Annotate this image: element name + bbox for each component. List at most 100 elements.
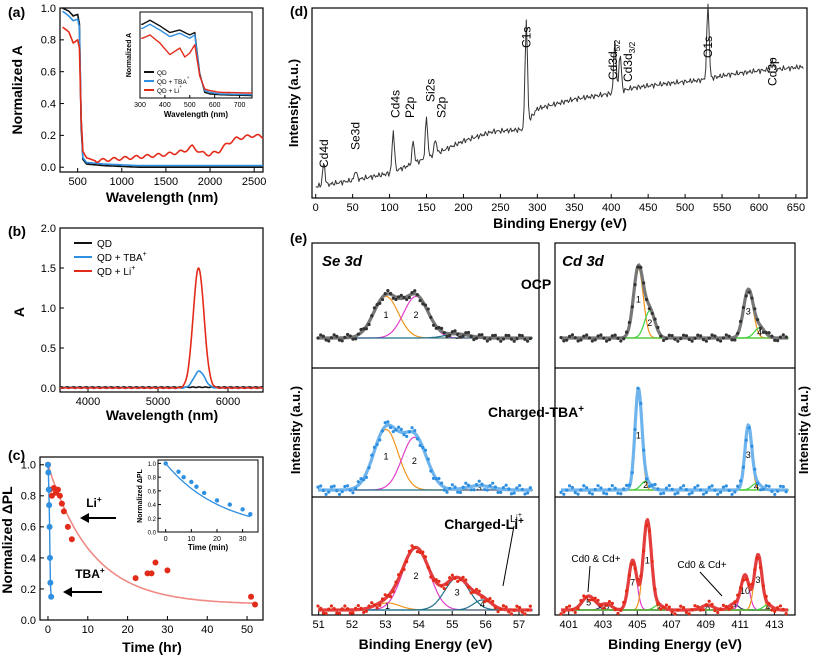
panel-e-data-point (523, 337, 527, 341)
panel-e-data-point (480, 595, 484, 599)
panel-e-data-point (477, 479, 481, 483)
panel-e-data-point (587, 598, 592, 602)
panel-e-li-arrow (502, 525, 515, 587)
panel-e-data-point (450, 330, 454, 334)
panel-e-data-point (410, 426, 414, 430)
panel-d-peak-label: P2p (403, 96, 417, 118)
panel-e-data-point (656, 487, 660, 491)
panel-c-ytick-label: 0.4 (21, 553, 36, 565)
panel-e-data-point (647, 307, 651, 311)
panel-e-data-point (429, 315, 433, 319)
panel-e-data-point (485, 488, 489, 492)
panel-e-data-point (730, 606, 734, 610)
panel-e-data-point (359, 327, 363, 332)
panel-e-data-point (456, 332, 460, 336)
panel-e-data-point (329, 604, 334, 608)
panel-e-data-point (327, 607, 331, 611)
panel-e-data-point (710, 602, 714, 606)
panel-e-data-point (656, 325, 660, 330)
panel-e-data-point (383, 593, 387, 597)
panel-e-data-point (738, 319, 743, 324)
panel-e-data-point (504, 333, 508, 337)
panel-e-data-point (448, 576, 452, 580)
panel-e-xtick-label: 51 (313, 619, 325, 631)
panel-b-ytick-label: 1.5 (41, 263, 56, 275)
panel-e-component-label: 2 (656, 602, 661, 612)
panel-b-legend-item: QD + Li+ (97, 265, 135, 278)
panel-e-data-point (469, 334, 473, 338)
panel-e-data-point (622, 337, 626, 341)
panel-e-data-point (687, 612, 691, 616)
panel-e-data-point (710, 333, 714, 337)
panel-e-xtick-label: 54 (413, 619, 425, 631)
panel-a-frame (59, 7, 264, 173)
panel-e-xtick-label: 57 (513, 619, 525, 631)
panel-e-data-point (724, 605, 728, 609)
panel-e-data-point (335, 611, 339, 615)
panel-b-xtick-label: 4000 (76, 396, 100, 408)
panel-e-data-point (741, 305, 746, 310)
panel-e-data-point (582, 484, 586, 488)
panel-e-row-label: OCP (521, 276, 551, 292)
panel-e-data-point (684, 610, 689, 614)
panel-c-xtick-label: 0 (45, 624, 51, 636)
panel-e-data-point (596, 334, 600, 338)
panel-e-data-point (321, 488, 325, 493)
panel-e-data-point (466, 330, 471, 335)
panel-a-series-2 (62, 26, 264, 164)
panel-e-data-point (356, 332, 360, 336)
panel-e-data-point (397, 295, 401, 299)
panel-e-data-point (386, 289, 390, 293)
panel-b-xtick-label: 5000 (146, 396, 170, 408)
panel-a-ylabel: Normalized A (9, 46, 25, 135)
panel-e-data-point (356, 480, 360, 484)
panel-c-inset-ytick-label: 0.2 (148, 517, 157, 523)
panel-e-li-annotation: Li+ (510, 512, 522, 525)
panel-e-component-label: 1 (383, 310, 388, 320)
panel-e-data-point (499, 339, 503, 343)
panel-e-data-point (653, 482, 657, 487)
panel-e-data-point (507, 610, 511, 614)
panel-b-ytick-label: 0.0 (41, 383, 56, 395)
panel-e-data-point (590, 492, 594, 496)
panel-e-data-point (673, 337, 677, 341)
panel-e-data-point (582, 594, 586, 598)
panel-e-data-point (485, 339, 489, 343)
panel-e-data-point (324, 611, 328, 616)
panel-c-li-fit (47, 464, 255, 605)
panel-e-data-point (394, 297, 398, 302)
panel-e-data-point (596, 598, 600, 602)
panel-e-envelope-se (317, 423, 533, 492)
panel-e-data-point (624, 330, 629, 334)
panel-e-xtick-label: 407 (662, 619, 680, 631)
panel-e-data-point (426, 457, 430, 461)
panel-a-inset-xlabel: Wavelength (nm) (164, 110, 228, 119)
panel-e-component-label: 2 (412, 456, 417, 466)
panel-e-data-point (321, 334, 325, 338)
panel-e-data-point (499, 490, 503, 495)
panel-e-data-point (659, 492, 663, 496)
panel-e-data-point (402, 433, 406, 437)
panel-e-data-point (619, 339, 623, 343)
panel-e-data-point (721, 336, 726, 340)
panel-d-xtick-label: 200 (454, 202, 472, 214)
panel-e-data-point (391, 589, 395, 594)
panel-e-data-point (517, 484, 522, 488)
panel-d-ylabel: Intensity (a.u.) (286, 59, 301, 147)
panel-e-component-label: 4 (480, 600, 485, 610)
panel-e-envelope-cd (560, 263, 789, 340)
panel-e-data-point (359, 477, 363, 481)
panel-e-data-point (627, 573, 632, 577)
panel-e-data-point (483, 487, 487, 492)
panel-c-point-li (148, 570, 155, 577)
panel-e-data-point (573, 491, 577, 495)
panel-c-inset-xtick-label: 10 (187, 536, 195, 543)
panel-e-data-point (582, 334, 586, 338)
panel-e-data-point (472, 488, 476, 492)
panel-e-data-point (719, 490, 723, 494)
panel-e-component-label: 8 (705, 602, 710, 612)
panel-e-data-point (359, 606, 363, 610)
panel-d-xtick-label: 250 (491, 202, 509, 214)
panel-e-data-point (733, 600, 737, 604)
panel-a-ytick-label: 1.0 (41, 3, 56, 15)
